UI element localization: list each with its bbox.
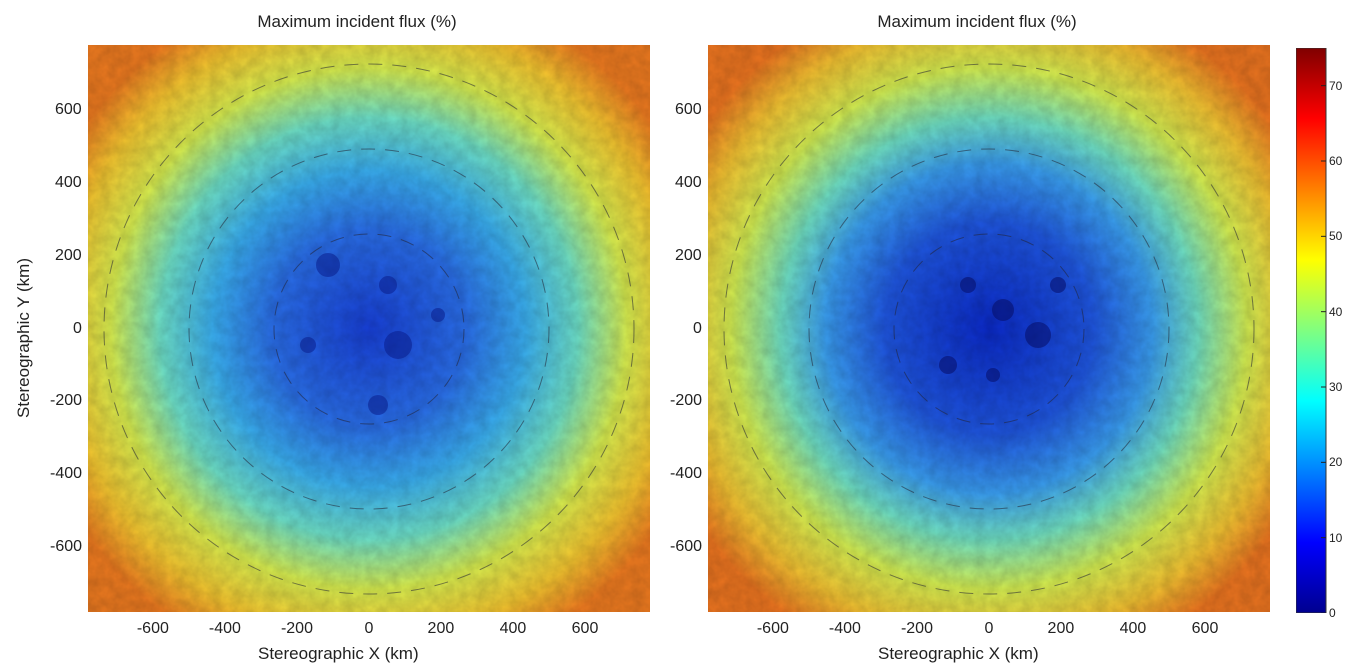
right-y-tick-label: -200 — [670, 392, 703, 410]
left-y-tick-label: 400 — [55, 174, 82, 192]
right-y-tick-label: 200 — [675, 246, 702, 264]
left-x-tick-label: -400 — [208, 620, 241, 637]
colorbar-tick-label: 70 — [1329, 78, 1343, 93]
left-y-tick-label: 0 — [73, 319, 82, 337]
right-y-tick-label: -400 — [670, 464, 703, 482]
left-y-axis-label: Stereographic Y (km) — [14, 258, 33, 418]
colorbar-tick-label: 50 — [1329, 229, 1343, 244]
colorbar-tick-label: 60 — [1329, 154, 1343, 168]
right-x-tick-label: -200 — [900, 620, 933, 637]
left-flux-map — [88, 45, 650, 612]
right-x-tick-label: -400 — [828, 620, 861, 637]
left-x-tick-label: -600 — [136, 620, 169, 637]
right-flux-map — [708, 45, 1270, 612]
right-y-tick-label: 0 — [693, 319, 702, 337]
right-y-tick-label: 400 — [675, 174, 702, 192]
left-x-tick-label: 600 — [571, 620, 599, 637]
right-x-axis-label: Stereographic X (km) — [878, 644, 1039, 663]
colorbar-tick-label: 20 — [1329, 455, 1343, 470]
colorbar-gradient — [1296, 48, 1327, 613]
right-chart-title: Maximum incident flux (%) — [877, 12, 1077, 31]
right-y-tick-label: 600 — [675, 101, 702, 119]
colorbar-tick-label: 40 — [1329, 304, 1343, 319]
left-y-tick-label: -600 — [50, 537, 83, 555]
right-y-tick-label: -600 — [670, 537, 703, 555]
left-x-axis-label: Stereographic X (km) — [258, 644, 419, 663]
right-x-tick-label: 200 — [1047, 620, 1075, 637]
right-x-tick-label: 400 — [1119, 620, 1147, 637]
left-x-tick-label: 0 — [364, 620, 374, 637]
colorbar-tick-label: 10 — [1329, 530, 1343, 545]
right-x-tick-label: -600 — [756, 620, 789, 637]
right-x-tick-label: 600 — [1191, 620, 1219, 637]
left-chart-title: Maximum incident flux (%) — [257, 12, 457, 31]
right-x-tick-label: 0 — [984, 620, 994, 637]
colorbar-tick-label: 30 — [1329, 380, 1343, 394]
left-x-tick-label: 200 — [427, 620, 455, 637]
left-x-tick-label: -200 — [280, 620, 313, 637]
left-y-tick-label: 600 — [55, 101, 82, 119]
left-y-tick-label: 200 — [55, 246, 82, 264]
left-y-tick-label: -400 — [50, 464, 83, 482]
left-x-tick-label: 400 — [499, 620, 527, 637]
colorbar — [1296, 48, 1328, 613]
left-y-tick-label: -200 — [50, 392, 83, 410]
colorbar-tick-label: 0 — [1329, 606, 1336, 620]
